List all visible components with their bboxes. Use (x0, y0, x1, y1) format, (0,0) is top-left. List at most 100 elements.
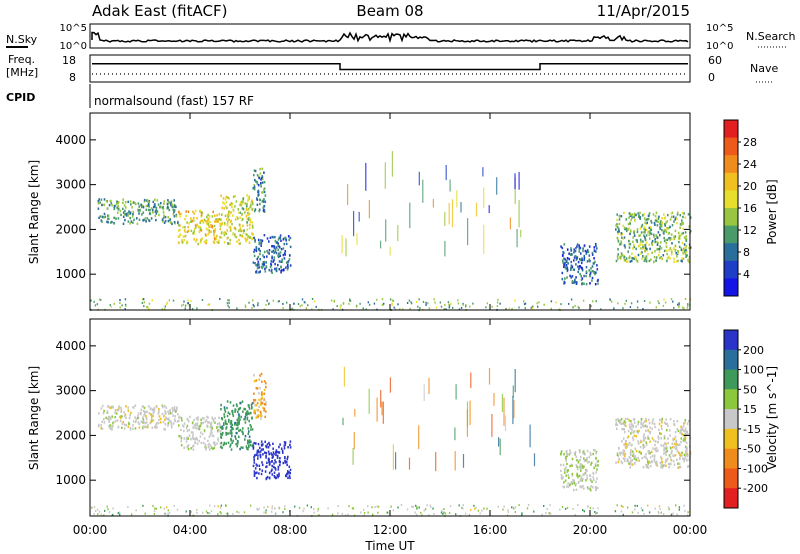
echo-cell (243, 407, 245, 411)
echo-cell (123, 423, 126, 426)
echo-cell (258, 209, 261, 213)
echo-cell (661, 461, 664, 464)
echo-cell (263, 380, 266, 383)
echo-cell (211, 431, 213, 434)
echo-cell (687, 303, 689, 306)
echo-cell (258, 451, 260, 454)
echo-cell (190, 229, 193, 233)
echo-cell (649, 452, 651, 455)
y-tick-label: 1000 (55, 267, 86, 281)
echo-cell (116, 419, 119, 422)
echo-cell (259, 252, 261, 256)
echo-cell (266, 237, 269, 240)
echo-cell (246, 233, 248, 237)
echo-cell (566, 268, 569, 271)
echo-cell (258, 241, 261, 244)
echo-cell (270, 263, 273, 267)
echo-cell (221, 222, 223, 226)
echo-cell (251, 201, 254, 204)
echo-cell (232, 233, 234, 236)
echo-cell (289, 446, 292, 449)
echo-cell (639, 227, 642, 230)
echo-cell (262, 453, 264, 456)
echo-cell (178, 212, 181, 216)
echo-cell (258, 263, 260, 266)
echo-cell (227, 304, 229, 307)
echo-cell (277, 243, 279, 247)
echo-cell (184, 218, 186, 221)
echo-cell (457, 302, 460, 305)
echo-cell (561, 254, 564, 257)
nsky-series-line (91, 31, 689, 44)
echo-cell (195, 417, 198, 420)
echo-cell (122, 207, 124, 210)
echo-cell (655, 234, 657, 237)
echo-cell (231, 205, 233, 209)
echo-cell (670, 215, 673, 219)
echo-cell (280, 269, 282, 273)
echo-cell (648, 511, 651, 514)
echo-cell (151, 420, 153, 423)
echo-cell (227, 215, 229, 218)
echo-cell (129, 222, 131, 225)
echo-cell (659, 418, 661, 422)
echo-streak (347, 184, 349, 206)
echo-cell (232, 512, 234, 515)
echo-cell (624, 457, 626, 460)
echo-cell (117, 512, 119, 515)
echo-cell (187, 210, 190, 213)
echo-cell (109, 427, 111, 430)
echo-cell (630, 460, 632, 463)
velocity-cbar-swatch (724, 349, 738, 371)
echo-cell (681, 428, 683, 431)
echo-cell (569, 451, 572, 455)
echo-cell (668, 429, 671, 432)
echo-cell (256, 414, 259, 417)
echo-streak (469, 400, 471, 425)
echo-cell (624, 430, 626, 434)
echo-cell (225, 232, 227, 235)
echo-cell (231, 410, 234, 413)
echo-cell (652, 418, 654, 421)
echo-cell (100, 298, 102, 301)
echo-cell (253, 474, 256, 477)
echo-cell (278, 236, 281, 239)
echo-cell (641, 509, 644, 512)
echo-cell (237, 424, 239, 427)
echo-streak (503, 397, 505, 426)
echo-cell (678, 237, 681, 240)
echo-cell (223, 423, 225, 426)
echo-cell (676, 211, 679, 214)
echo-cell (595, 452, 597, 455)
echo-cell (373, 302, 376, 305)
echo-cell (646, 249, 648, 252)
echo-cell (247, 207, 250, 211)
echo-cell (277, 254, 279, 257)
echo-cell (201, 211, 204, 215)
echo-cell (683, 250, 686, 253)
echo-cell (595, 511, 597, 514)
echo-cell (220, 236, 223, 239)
echo-cell (623, 459, 626, 463)
echo-cell (629, 426, 631, 429)
echo-cell (168, 201, 170, 205)
echo-cell (257, 457, 259, 460)
echo-cell (245, 239, 247, 243)
echo-cell (633, 455, 635, 458)
echo-cell (651, 420, 654, 423)
echo-cell (657, 231, 660, 234)
echo-cell (682, 211, 684, 215)
echo-cell (628, 255, 631, 258)
echo-cell (164, 305, 166, 308)
echo-cell (642, 443, 645, 447)
echo-cell (219, 430, 222, 433)
echo-cell (644, 424, 647, 428)
echo-cell (231, 441, 234, 444)
echo-cell (256, 449, 259, 452)
echo-cell (579, 479, 582, 482)
echo-cell (625, 257, 628, 260)
echo-cell (103, 421, 106, 424)
echo-cell (294, 505, 296, 508)
echo-cell (253, 188, 256, 191)
echo-cell (592, 300, 594, 303)
